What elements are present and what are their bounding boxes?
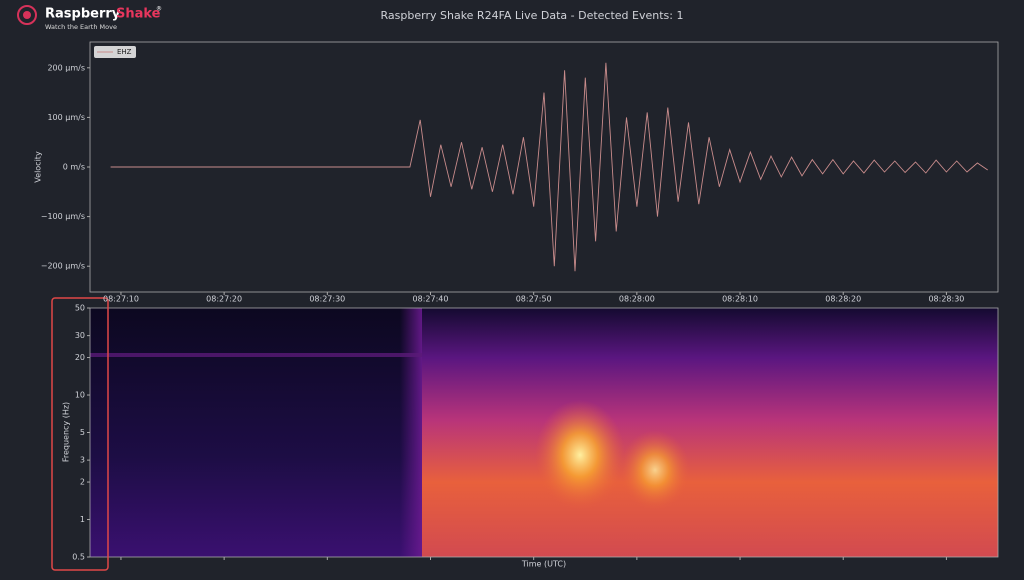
brand-main: Raspberry [45, 7, 121, 22]
x-axis-label: Time (UTC) [521, 560, 566, 569]
y-tick-label: 100 µm/s [47, 113, 85, 122]
y-tick-label: 2 [80, 478, 85, 487]
x-tick-label: 08:28:20 [825, 295, 861, 304]
y-tick-label: 5 [80, 428, 85, 437]
y-tick-label: 0.5 [72, 553, 85, 562]
x-tick-label: 08:28:30 [928, 295, 964, 304]
y-tick-label: 10 [75, 391, 85, 400]
y-axis-label: Frequency (Hz) [62, 402, 71, 462]
spectrogram-onset [400, 308, 422, 557]
x-tick-label: 08:27:40 [413, 295, 449, 304]
x-tick-label: 08:27:10 [103, 295, 139, 304]
y-tick-label: 200 µm/s [47, 63, 85, 72]
x-tick-label: 08:27:20 [206, 295, 242, 304]
y-tick-label: 0 m/s [63, 163, 85, 172]
y-tick-label: −200 µm/s [41, 262, 85, 271]
y-tick-label: 1 [80, 515, 85, 524]
spectrogram-quiet [90, 308, 422, 557]
x-tick-label: 08:28:00 [619, 295, 655, 304]
waveform [110, 62, 988, 272]
spectrogram-image [89, 307, 999, 558]
legend-label: EHZ [117, 48, 132, 56]
x-tick-label: 08:27:30 [309, 295, 345, 304]
y-tick-label: 30 [75, 331, 85, 340]
x-tick-label: 08:27:50 [516, 295, 552, 304]
logo-icon [23, 11, 31, 19]
highlight-box [51, 297, 109, 571]
x-tick-label: 08:28:10 [722, 295, 758, 304]
y-tick-label: 20 [75, 353, 85, 362]
y-tick-label: −100 µm/s [41, 212, 85, 221]
brand-mark: ® [156, 6, 162, 13]
spectrogram-band [90, 353, 422, 357]
chart-title: Raspberry Shake R24FA Live Data - Detect… [381, 9, 684, 22]
spectrogram-peak [620, 430, 690, 510]
logo: Raspberry Shake ® Watch the Earth Move [17, 5, 162, 31]
tagline: Watch the Earth Move [45, 23, 117, 31]
brand-accent: Shake [116, 7, 161, 22]
y-tick-label: 50 [75, 304, 85, 313]
spectrogram-peak [535, 400, 625, 510]
y-axis-label: Velocity [34, 151, 43, 183]
legend-box [94, 46, 136, 58]
y-tick-label: 3 [80, 456, 85, 465]
spectrogram-event [422, 308, 998, 557]
logo-icon [17, 5, 37, 25]
